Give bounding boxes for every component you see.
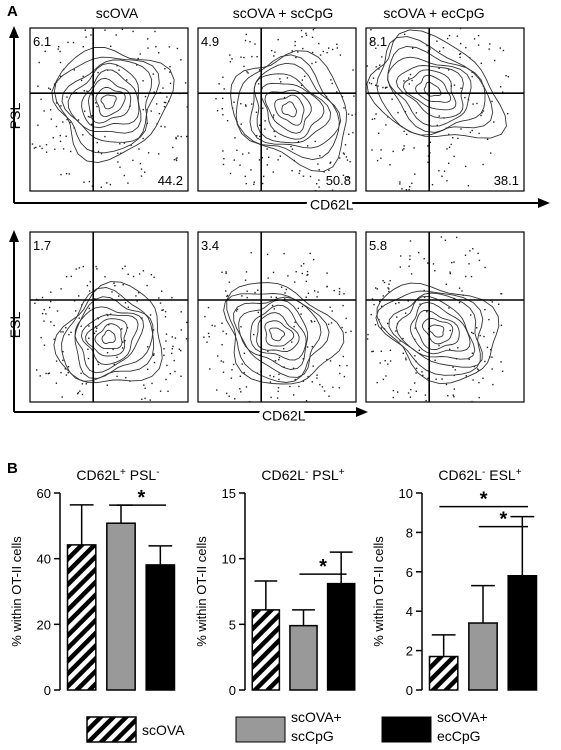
bar-scova-eccpg <box>326 582 356 691</box>
bar-chart-title: CD62L- ESL+ <box>438 467 521 484</box>
significance-star: * <box>137 487 145 509</box>
column-title-scova-sccpg: scOVA + scCpG <box>233 5 334 21</box>
bar-scova <box>251 609 281 691</box>
legend-label-scova: scOVA <box>142 722 185 738</box>
bar-scova-sccpg <box>289 624 318 691</box>
legend: scOVA scOVA+ scCpG scOVA+ ecCpG <box>86 709 488 744</box>
y-tick-label: 0 <box>229 683 236 698</box>
bar-scova-sccpg <box>468 622 498 691</box>
bar-scova-eccpg <box>145 564 176 691</box>
flow-plot-esl-scova-eccpg: 5.8 <box>365 231 525 403</box>
flow-plot-psl-scova-sccpg: 4.9 50.8 <box>197 27 357 192</box>
y-tick-label: 60 <box>37 486 51 501</box>
y-tick-label: 20 <box>37 617 51 632</box>
flow-plot-psl-scova-eccpg: 8.1 38.1 <box>365 27 525 192</box>
bar-scova <box>66 544 97 691</box>
flow-plot-esl-scova: 1.7 <box>29 231 189 403</box>
quadrant-upper-left-value: 1.7 <box>33 238 51 253</box>
psl-x-axis-label: CD62L <box>310 197 354 213</box>
bar-chart-title: CD62L+ PSL- <box>76 467 159 484</box>
bar-scova-sccpg <box>106 522 136 691</box>
significance-star: * <box>319 556 327 578</box>
y-tick-label: 0 <box>44 683 51 698</box>
bar-chart-2: CD62L- PSL+ % within OT-II cells 0 5 10 15 * <box>194 467 356 698</box>
legend-swatch-scova-eccpg <box>381 716 432 743</box>
flow-row-psl: 6.1 44.2 4.9 50.8 8.1 38.1 <box>29 27 525 192</box>
column-title-scova: scOVA <box>96 5 139 21</box>
psl-axis-arrows <box>13 36 540 204</box>
y-tick-label: 40 <box>37 552 51 567</box>
quadrant-lower-right-value: 44.2 <box>158 173 183 188</box>
significance-star: * <box>480 489 488 511</box>
legend-swatch-scova <box>86 716 137 743</box>
y-tick-label: 5 <box>229 617 236 632</box>
significance-star: * <box>499 509 507 531</box>
flow-plot-psl-scova: 6.1 44.2 <box>29 27 189 192</box>
y-axis-label: % within OT-II cells <box>371 536 386 647</box>
column-title-scova-eccpg: scOVA + ecCpG <box>383 5 484 21</box>
esl-x-axis-label: CD62L <box>262 408 306 424</box>
panel-label-b: B <box>7 460 18 477</box>
quadrant-upper-left-value: 4.9 <box>201 34 219 49</box>
bar-chart-1: CD62L+ PSL- % within OT-II cells 0 20 40 60 * <box>9 467 176 698</box>
flow-plot-esl-scova-sccpg: 3.4 <box>197 231 357 403</box>
y-tick-label: 0 <box>406 683 413 698</box>
y-tick-label: 4 <box>406 604 413 619</box>
esl-y-arrowhead <box>9 230 19 242</box>
quadrant-upper-left-value: 8.1 <box>369 34 387 49</box>
legend-label-scova-eccpg: scOVA+ ecCpG <box>437 709 488 744</box>
esl-y-axis-label: ESL <box>7 312 23 339</box>
panel-label-a: A <box>7 3 18 20</box>
bar-scova-eccpg <box>507 574 538 691</box>
esl-x-arrowhead <box>356 407 368 417</box>
quadrant-lower-right-value: 38.1 <box>494 173 519 188</box>
y-tick-label: 8 <box>406 525 413 540</box>
y-axis-label: % within OT-II cells <box>194 536 209 647</box>
quadrant-upper-left-value: 3.4 <box>201 238 219 253</box>
legend-swatch-scova-sccpg <box>235 716 286 743</box>
bar-chart-3: CD62L- ESL+ % within OT-II cells 0 2 4 6 8 10 * * <box>371 467 538 698</box>
bar-chart-title: CD62L- PSL+ <box>261 467 344 484</box>
y-tick-label: 15 <box>222 486 236 501</box>
quadrant-upper-left-value: 5.8 <box>369 238 387 253</box>
psl-x-arrowhead <box>538 198 550 208</box>
quadrant-lower-right-value: 50.8 <box>326 173 351 188</box>
esl-axis-arrows <box>13 240 358 413</box>
y-tick-label: 2 <box>406 644 413 659</box>
y-axis-label: % within OT-II cells <box>9 536 24 647</box>
y-tick-label: 10 <box>222 552 236 567</box>
y-tick-label: 10 <box>399 486 413 501</box>
y-tick-label: 6 <box>406 565 413 580</box>
quadrant-upper-left-value: 6.1 <box>33 34 51 49</box>
psl-y-arrowhead <box>9 26 19 38</box>
bar-scova <box>428 655 459 691</box>
psl-y-axis-label: PSL <box>7 103 23 130</box>
flow-row-esl: 1.7 3.4 5.8 <box>29 231 525 403</box>
legend-label-scova-sccpg: scOVA+ scCpG <box>291 709 342 744</box>
